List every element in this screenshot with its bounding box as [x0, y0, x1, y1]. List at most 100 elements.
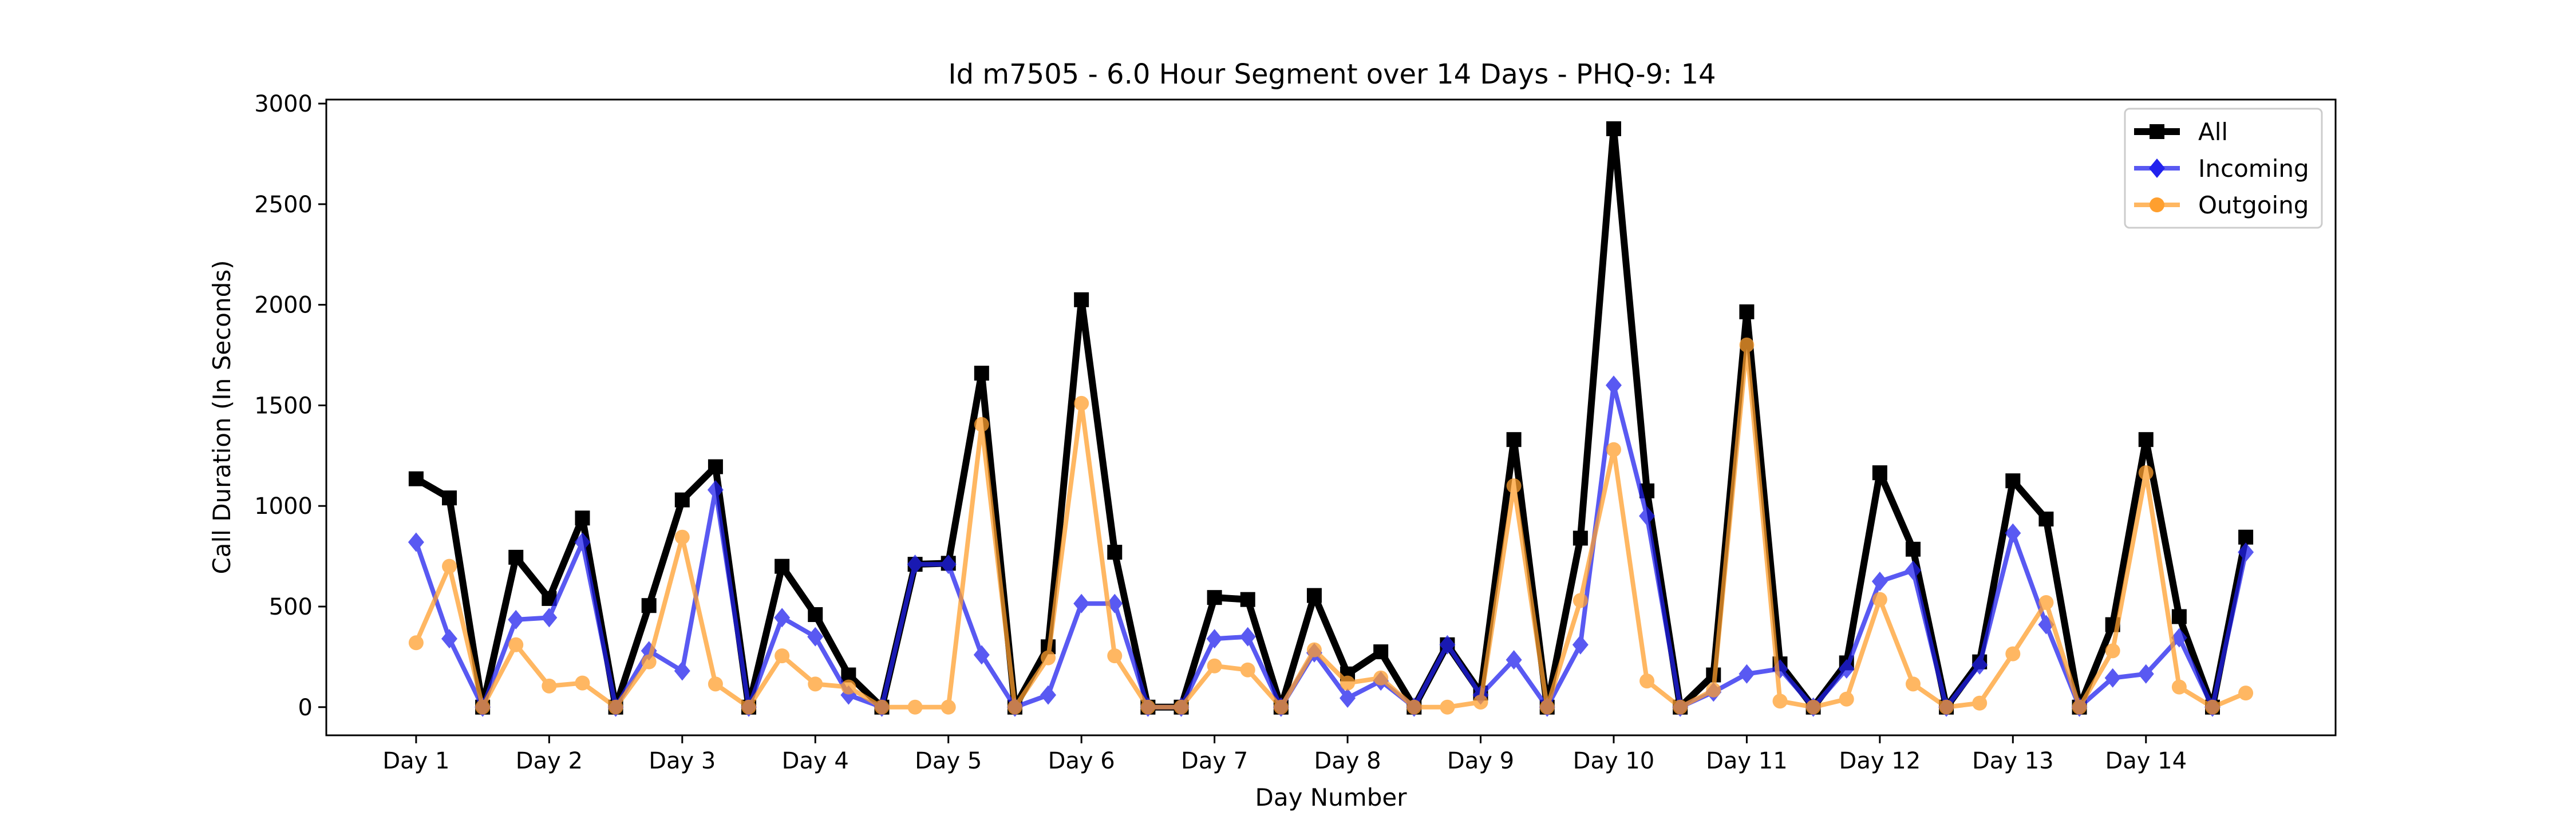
x-tick-label: Day 2 — [516, 748, 583, 774]
data-point-incoming — [1905, 560, 1921, 580]
data-point-outgoing — [1805, 699, 1821, 715]
data-point-all — [2038, 512, 2054, 527]
data-point-outgoing — [608, 699, 623, 715]
x-tick-label: Day 12 — [1839, 748, 1921, 774]
y-tick-label: 2000 — [254, 292, 313, 319]
data-point-all — [1905, 541, 1921, 557]
data-point-outgoing — [1473, 694, 1488, 710]
legend-label-all: All — [2198, 118, 2228, 146]
data-point-incoming — [973, 645, 990, 665]
data-point-incoming — [508, 609, 524, 629]
data-point-outgoing — [1174, 699, 1189, 715]
data-point-incoming — [1040, 685, 1057, 705]
data-point-all — [1074, 292, 1089, 307]
data-point-outgoing — [575, 675, 590, 691]
data-point-outgoing — [741, 699, 757, 715]
legend: All Incoming Outgoing — [2124, 108, 2323, 229]
legend-label-outgoing: Outgoing — [2198, 191, 2309, 219]
x-tick-label: Day 7 — [1181, 748, 1248, 774]
data-point-outgoing — [408, 635, 424, 651]
data-point-incoming — [2171, 628, 2187, 648]
data-point-outgoing — [1207, 658, 1222, 674]
data-point-outgoing — [1041, 650, 1056, 665]
data-point-outgoing — [775, 648, 790, 664]
data-point-outgoing — [1673, 699, 1688, 715]
y-tick-label: 500 — [269, 594, 313, 620]
x-tick-label: Day 10 — [1573, 748, 1655, 774]
data-point-incoming — [907, 554, 923, 575]
data-point-incoming — [1239, 627, 1256, 647]
data-point-incoming — [1073, 593, 1090, 613]
data-point-outgoing — [708, 676, 723, 692]
data-point-all — [708, 459, 723, 474]
series-outgoing — [408, 337, 2254, 715]
x-tick-label: Day 14 — [2105, 748, 2187, 774]
x-tick-label: Day 6 — [1048, 748, 1115, 774]
legend-marker-outgoing — [2150, 197, 2164, 212]
data-point-incoming — [2238, 542, 2254, 562]
data-point-all — [641, 598, 657, 613]
data-point-incoming — [574, 532, 591, 552]
x-tick-label: Day 1 — [382, 748, 449, 774]
data-point-outgoing — [442, 558, 457, 574]
data-point-incoming — [2138, 664, 2154, 684]
data-point-all — [974, 366, 989, 381]
data-point-incoming — [1572, 635, 1589, 655]
axes: 0 500 1000 1500 2000 2500 3000 Day 1 Day 2 Day 3 D… — [254, 91, 2187, 774]
data-point-outgoing — [907, 699, 923, 715]
data-point-incoming — [2005, 523, 2021, 543]
data-point-outgoing — [1739, 337, 1755, 352]
data-point-outgoing — [1706, 682, 1721, 698]
data-point-outgoing — [674, 529, 690, 545]
data-point-incoming — [807, 627, 824, 647]
data-point-incoming — [1340, 688, 1356, 708]
data-point-all — [508, 549, 524, 565]
data-point-outgoing — [1772, 694, 1788, 709]
data-point-incoming — [2104, 668, 2121, 688]
data-point-all — [1573, 530, 1588, 546]
x-tick-label: Day 11 — [1706, 748, 1788, 774]
data-point-outgoing — [1406, 699, 1422, 715]
data-point-outgoing — [941, 699, 956, 715]
data-point-outgoing — [542, 678, 557, 694]
data-point-incoming — [674, 661, 690, 681]
legend-label-incoming: Incoming — [2198, 154, 2309, 183]
data-point-incoming — [1506, 650, 1522, 670]
x-tick-label: Day 3 — [649, 748, 716, 774]
chart-title: Id m7505 - 6.0 Hour Segment over 14 Days… — [948, 58, 1716, 90]
data-point-outgoing — [1972, 695, 1988, 711]
plot-area — [408, 121, 2254, 717]
data-point-outgoing — [2105, 643, 2120, 659]
data-point-all — [1306, 588, 1322, 603]
data-point-outgoing — [2072, 699, 2087, 715]
series-line-incoming — [414, 383, 2249, 710]
data-point-incoming — [408, 532, 424, 552]
data-point-all — [775, 558, 790, 574]
data-point-all — [1606, 121, 1621, 136]
data-point-outgoing — [1074, 395, 1089, 411]
plot-frame — [325, 98, 2337, 736]
data-point-all — [674, 492, 690, 508]
x-tick-label: Day 5 — [915, 748, 982, 774]
data-point-all — [1107, 545, 1123, 560]
data-point-outgoing — [508, 637, 524, 652]
data-point-outgoing — [1506, 478, 1522, 494]
data-point-outgoing — [1639, 674, 1655, 689]
y-tick-label: 0 — [298, 695, 313, 721]
data-point-outgoing — [2005, 646, 2021, 661]
data-point-incoming — [1871, 572, 1888, 592]
data-point-outgoing — [1539, 699, 1555, 715]
x-axis-label: Day Number — [1255, 783, 1407, 811]
data-point-incoming — [441, 629, 458, 649]
legend-box — [2124, 108, 2323, 229]
data-point-all — [575, 510, 590, 526]
legend-marker-incoming — [2149, 159, 2165, 178]
data-point-all — [1739, 304, 1755, 319]
data-point-outgoing — [1273, 699, 1289, 715]
data-point-outgoing — [1340, 675, 1356, 691]
data-point-all — [808, 607, 823, 623]
y-tick-label: 2500 — [254, 192, 313, 218]
data-point-all — [2138, 432, 2154, 447]
data-point-incoming — [707, 480, 724, 500]
